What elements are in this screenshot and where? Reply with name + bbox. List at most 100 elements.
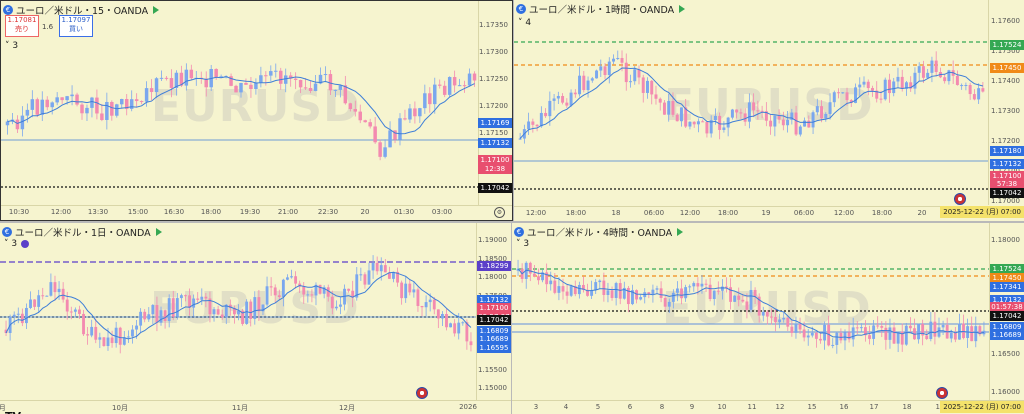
candle-body[interactable] xyxy=(561,286,565,292)
candle-body[interactable] xyxy=(756,110,760,112)
candle-body[interactable] xyxy=(941,325,945,328)
candle-body[interactable] xyxy=(949,332,953,339)
candle-body[interactable] xyxy=(244,82,248,85)
candle-body[interactable] xyxy=(437,84,442,86)
candle-body[interactable] xyxy=(249,301,253,319)
candle-body[interactable] xyxy=(879,98,883,100)
candle-body[interactable] xyxy=(129,99,134,109)
candle-body[interactable] xyxy=(29,299,32,308)
candle-body[interactable] xyxy=(33,299,37,307)
candle-body[interactable] xyxy=(955,75,959,86)
price-axis[interactable]: 1.17350 1.17300 1.17250 1.17200 1.17150 1.171… xyxy=(478,1,512,206)
candle-body[interactable] xyxy=(94,326,98,340)
candle-body[interactable] xyxy=(747,102,751,122)
candle-body[interactable] xyxy=(743,113,747,122)
candle-body[interactable] xyxy=(212,309,216,315)
candle-body[interactable] xyxy=(548,100,552,117)
candle-body[interactable] xyxy=(126,336,130,338)
candle-body[interactable] xyxy=(603,66,607,76)
candle-body[interactable] xyxy=(667,101,671,115)
candle-body[interactable] xyxy=(310,294,314,296)
candle-body[interactable] xyxy=(646,80,649,93)
candle-body[interactable] xyxy=(105,101,109,120)
candle-body[interactable] xyxy=(887,79,891,94)
candle-body[interactable] xyxy=(641,77,645,93)
candle-body[interactable] xyxy=(90,97,94,108)
candle-body[interactable] xyxy=(972,94,976,100)
candle-body[interactable] xyxy=(175,298,179,317)
candle-body[interactable] xyxy=(841,92,845,94)
candle-body[interactable] xyxy=(55,97,59,103)
candle-body[interactable] xyxy=(433,84,437,105)
candle-body[interactable] xyxy=(896,331,900,344)
candle-body[interactable] xyxy=(749,289,753,310)
candle-body[interactable] xyxy=(318,284,322,294)
candle-body[interactable] xyxy=(917,66,921,73)
candle-body[interactable] xyxy=(169,78,174,88)
candle-body[interactable] xyxy=(921,323,925,336)
candle-body[interactable] xyxy=(408,108,412,120)
candle-body[interactable] xyxy=(647,292,651,295)
candle-body[interactable] xyxy=(524,262,528,279)
candle-body[interactable] xyxy=(35,99,40,115)
candle-body[interactable] xyxy=(120,98,124,105)
candle-body[interactable] xyxy=(469,341,473,346)
candle-body[interactable] xyxy=(549,280,553,285)
candle-body[interactable] xyxy=(293,78,298,80)
candle-body[interactable] xyxy=(590,290,594,296)
candle-body[interactable] xyxy=(532,273,536,277)
candle-body[interactable] xyxy=(86,334,90,336)
candle-body[interactable] xyxy=(934,60,938,73)
candle-body[interactable] xyxy=(937,327,941,337)
candle-body[interactable] xyxy=(85,107,89,114)
candle-body[interactable] xyxy=(704,283,708,285)
candle-body[interactable] xyxy=(810,332,814,336)
candle-body[interactable] xyxy=(671,101,675,115)
candle-body[interactable] xyxy=(167,298,171,322)
indicator-toggle[interactable]: ˅ 3 xyxy=(5,41,19,51)
candle-body[interactable] xyxy=(288,75,293,79)
candle-body[interactable] xyxy=(353,108,358,112)
candle-body[interactable] xyxy=(232,308,236,315)
candle-body[interactable] xyxy=(553,280,557,293)
candle-body[interactable] xyxy=(786,119,790,126)
candle-body[interactable] xyxy=(864,327,867,336)
candle-body[interactable] xyxy=(61,288,65,300)
candle-body[interactable] xyxy=(239,82,243,93)
candle-body[interactable] xyxy=(294,276,298,284)
candle-body[interactable] xyxy=(629,81,632,83)
us-flag-icon[interactable] xyxy=(954,193,966,205)
candle-body[interactable] xyxy=(368,122,372,127)
candle-body[interactable] xyxy=(561,95,565,103)
candle-body[interactable] xyxy=(753,289,757,297)
candle-body[interactable] xyxy=(115,104,119,116)
candle-body[interactable] xyxy=(279,70,283,84)
candle-body[interactable] xyxy=(622,287,626,299)
candle-body[interactable] xyxy=(398,118,402,140)
candle-body[interactable] xyxy=(712,290,716,300)
candle-body[interactable] xyxy=(839,332,843,341)
candle-body[interactable] xyxy=(700,283,704,287)
candle-body[interactable] xyxy=(859,327,863,329)
candle-body[interactable] xyxy=(114,327,118,344)
candle-body[interactable] xyxy=(565,291,569,296)
candle-body[interactable] xyxy=(302,286,306,295)
candle-body[interactable] xyxy=(418,108,422,117)
candle-body[interactable] xyxy=(845,92,849,101)
candle-body[interactable] xyxy=(163,310,167,322)
candle-body[interactable] xyxy=(974,326,978,342)
candle-body[interactable] xyxy=(371,262,375,271)
time-axis[interactable]: 12:00 18:00 18 06:00 12:00 18:00 19 06:00 12:00 1… xyxy=(514,206,1024,221)
candle-body[interactable] xyxy=(143,311,147,320)
candle-body[interactable] xyxy=(378,142,382,157)
candle-body[interactable] xyxy=(794,112,798,135)
candle-body[interactable] xyxy=(735,109,739,113)
time-axis[interactable]: 3 4 5 6 8 9 10 11 12 15 16 17 18 19 xyxy=(512,400,1024,414)
candle-body[interactable] xyxy=(981,88,985,92)
candle-body[interactable] xyxy=(269,286,273,288)
candle-body[interactable] xyxy=(254,82,258,89)
candle-body[interactable] xyxy=(184,295,187,297)
candle-body[interactable] xyxy=(930,60,934,73)
candle-body[interactable] xyxy=(314,284,318,296)
candle-body[interactable] xyxy=(403,118,407,120)
